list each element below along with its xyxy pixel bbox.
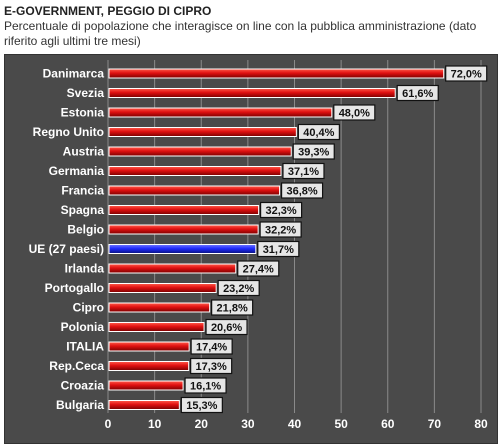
value-label: 17,4% xyxy=(196,342,227,354)
category-label: Rep.Ceca xyxy=(49,359,104,373)
value-label-box xyxy=(282,162,325,180)
value-label-box xyxy=(257,240,300,258)
category-label: ITALIA xyxy=(66,340,104,354)
value-label: 20,6% xyxy=(211,322,242,334)
bar xyxy=(108,127,297,137)
x-axis-ticks: 0 10 20 30 40 50 60 70 80 xyxy=(105,417,488,431)
x-tick-label: 20 xyxy=(195,417,209,431)
x-tick-label: 50 xyxy=(334,417,348,431)
bar xyxy=(108,224,259,235)
value-label-box xyxy=(237,260,280,277)
category-label: UE (27 paesi) xyxy=(29,242,104,256)
bar xyxy=(108,400,180,410)
bars xyxy=(108,68,445,410)
category-label: Austria xyxy=(63,145,105,159)
value-label-box xyxy=(184,377,227,394)
chart-subtitle: Percentuale di popolazione che interagis… xyxy=(4,19,477,48)
category-label: Spagna xyxy=(61,203,105,217)
x-tick-label: 30 xyxy=(241,417,255,431)
value-label-box xyxy=(445,65,488,82)
value-label: 48,0% xyxy=(339,108,370,120)
value-label: 36,8% xyxy=(286,186,317,198)
value-label: 17,3% xyxy=(196,361,227,373)
x-tick-label: 0 xyxy=(105,417,112,431)
bar xyxy=(108,302,211,313)
value-label-box xyxy=(280,182,324,199)
value-label: 27,4% xyxy=(243,264,274,276)
value-label: 39,3% xyxy=(298,147,329,159)
value-label-box xyxy=(292,143,335,160)
value-label: 72,0% xyxy=(451,69,482,81)
value-label-box xyxy=(205,318,248,336)
bar xyxy=(108,107,333,118)
bar xyxy=(108,146,292,157)
bar xyxy=(108,68,445,79)
category-label: Francia xyxy=(61,184,104,198)
category-label: Croazia xyxy=(61,379,105,393)
category-label: Polonia xyxy=(61,320,105,334)
value-labels: 72,0% 61,6% 48,0% 40,4% 39,3% 37,1% 36,8% 32,3%… xyxy=(180,65,488,414)
category-label: Portogallo xyxy=(45,281,104,295)
value-label: 23,2% xyxy=(223,283,254,295)
bar xyxy=(108,380,184,391)
value-label-box xyxy=(259,201,303,219)
value-label: 21,8% xyxy=(217,303,248,315)
category-labels: Danimarca Svezia Estonia Regno Unito Austria… xyxy=(29,67,105,413)
bar xyxy=(108,283,217,293)
value-label: 40,4% xyxy=(303,127,334,139)
category-label: Belgio xyxy=(67,223,104,237)
category-label: Irlanda xyxy=(65,262,105,276)
bar xyxy=(108,88,396,98)
x-tick-label: 60 xyxy=(381,417,395,431)
bar xyxy=(108,185,281,196)
x-tick-label: 80 xyxy=(474,417,488,431)
bar xyxy=(108,166,282,176)
value-label-box xyxy=(190,338,233,355)
bar xyxy=(108,263,237,274)
value-label-box xyxy=(259,221,302,238)
x-tick-label: 10 xyxy=(148,417,162,431)
category-label: Danimarca xyxy=(43,67,105,81)
category-label: Bulgaria xyxy=(56,398,104,412)
bar xyxy=(108,322,205,332)
bar-highlight xyxy=(108,244,257,254)
bar xyxy=(108,361,190,371)
value-label-box xyxy=(211,299,254,316)
x-tick-label: 70 xyxy=(428,417,442,431)
value-label-box xyxy=(180,396,223,414)
value-label-box xyxy=(190,357,233,375)
value-label: 16,1% xyxy=(190,381,221,393)
category-label: Svezia xyxy=(67,86,105,100)
category-label: Cipro xyxy=(73,301,104,315)
value-label: 32,2% xyxy=(265,225,296,237)
value-label: 37,1% xyxy=(288,166,319,178)
bar xyxy=(108,205,260,215)
chart-title: E-GOVERNMENT, PEGGIO DI CIPRO xyxy=(4,4,212,18)
category-label: Estonia xyxy=(61,106,105,120)
bar xyxy=(108,341,190,352)
value-label-box xyxy=(333,104,376,121)
category-label: Regno Unito xyxy=(33,125,104,139)
value-label: 32,3% xyxy=(265,205,296,217)
category-label: Germania xyxy=(49,164,105,178)
value-label-box xyxy=(396,84,439,102)
value-label: 31,7% xyxy=(263,244,294,256)
x-tick-label: 40 xyxy=(288,417,302,431)
value-label-box xyxy=(217,279,260,297)
value-label-box xyxy=(297,123,340,141)
value-label: 15,3% xyxy=(186,400,217,412)
value-label: 61,6% xyxy=(402,88,433,100)
